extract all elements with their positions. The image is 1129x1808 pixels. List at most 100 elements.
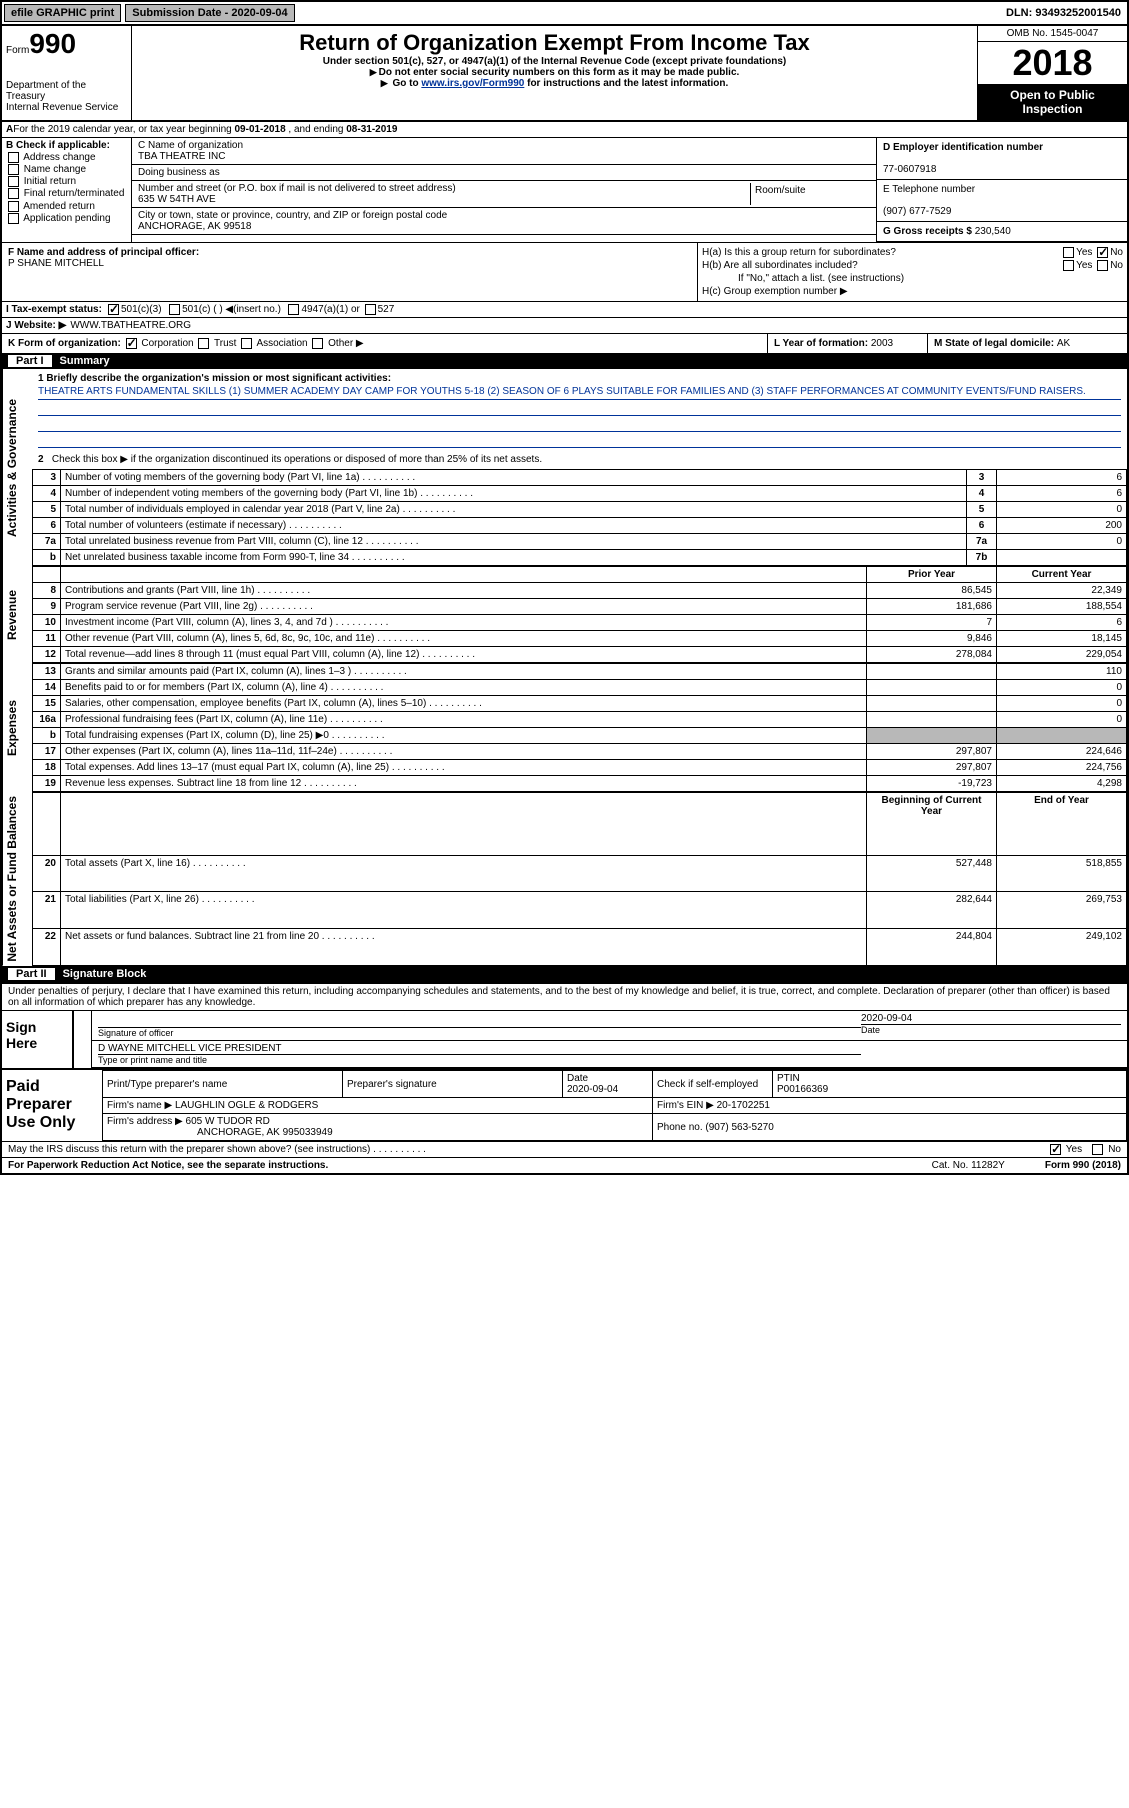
tel-cell: E Telephone number (907) 677-7529 bbox=[877, 180, 1127, 222]
table-row: 4Number of independent voting members of… bbox=[33, 486, 1127, 502]
firm-name: LAUGHLIN OGLE & RODGERS bbox=[175, 1100, 318, 1111]
tax-year: 2018 bbox=[978, 42, 1127, 84]
gross-receipts: 230,540 bbox=[975, 226, 1011, 237]
discuss-no[interactable] bbox=[1092, 1144, 1103, 1155]
gross-cell: G Gross receipts $ 230,540 bbox=[877, 222, 1127, 242]
discuss-yes[interactable] bbox=[1050, 1144, 1061, 1155]
tab-revenue: Revenue bbox=[2, 566, 32, 663]
discuss-row: May the IRS discuss this return with the… bbox=[2, 1141, 1127, 1157]
table-row: 22Net assets or fund balances. Subtract … bbox=[33, 929, 1127, 966]
part1-governance: Activities & Governance 1 Briefly descri… bbox=[2, 369, 1127, 566]
chk-amended[interactable]: Amended return bbox=[6, 201, 127, 212]
table-row: 10Investment income (Part VIII, column (… bbox=[33, 615, 1127, 631]
header-left: Form990 Department of the Treasury Inter… bbox=[2, 26, 132, 120]
chk-other[interactable] bbox=[312, 338, 323, 349]
chk-corp[interactable] bbox=[126, 338, 137, 349]
tab-netassets: Net Assets or Fund Balances bbox=[2, 792, 32, 966]
section-fh: F Name and address of principal officer:… bbox=[2, 242, 1127, 301]
submission-date-btn[interactable]: Submission Date - 2020-09-04 bbox=[125, 4, 294, 22]
chk-501c3[interactable] bbox=[108, 304, 119, 315]
part1-header: Part I Summary bbox=[2, 353, 1127, 369]
table-row: 19Revenue less expenses. Subtract line 1… bbox=[33, 776, 1127, 792]
chk-trust[interactable] bbox=[198, 338, 209, 349]
table-row: 20Total assets (Part X, line 16)527,4485… bbox=[33, 855, 1127, 892]
ptin: P00166369 bbox=[777, 1084, 828, 1095]
section-bcd: B Check if applicable: Address change Na… bbox=[2, 138, 1127, 242]
telephone: (907) 677-7529 bbox=[883, 206, 951, 217]
row-klm: K Form of organization: Corporation Trus… bbox=[2, 333, 1127, 353]
ein-cell: D Employer identification number 77-0607… bbox=[877, 138, 1127, 180]
submission-date: 2020-09-04 bbox=[231, 7, 287, 19]
table-row: bTotal fundraising expenses (Part IX, co… bbox=[33, 728, 1127, 744]
form-title: Return of Organization Exempt From Incom… bbox=[136, 30, 973, 56]
rev-table: Prior YearCurrent Year 8Contributions an… bbox=[32, 566, 1127, 663]
topbar: efile GRAPHIC print Submission Date - 20… bbox=[2, 2, 1127, 26]
col-d: D Employer identification number 77-0607… bbox=[877, 138, 1127, 242]
table-row: 13Grants and similar amounts paid (Part … bbox=[33, 664, 1127, 680]
org-name-cell: C Name of organization TBA THEATRE INC bbox=[132, 138, 876, 165]
exp-table: 13Grants and similar amounts paid (Part … bbox=[32, 663, 1127, 792]
omb-number: OMB No. 1545-0047 bbox=[978, 26, 1127, 42]
street: 635 W 54TH AVE bbox=[138, 194, 750, 205]
table-row: 15Salaries, other compensation, employee… bbox=[33, 696, 1127, 712]
chk-501c[interactable] bbox=[169, 304, 180, 315]
col-l: L Year of formation: 2003 bbox=[767, 334, 927, 353]
col-k: K Form of organization: Corporation Trus… bbox=[2, 334, 767, 353]
mission-text: THEATRE ARTS FUNDAMENTAL SKILLS (1) SUMM… bbox=[38, 386, 1121, 400]
table-row: 14Benefits paid to or for members (Part … bbox=[33, 680, 1127, 696]
dln: DLN: 93493252001540 bbox=[1000, 5, 1127, 21]
sign-here-grid: Sign Here Signature of officer 2020-09-0… bbox=[2, 1010, 1127, 1068]
signature-block: Under penalties of perjury, I declare th… bbox=[2, 982, 1127, 1157]
row-j: J Website: ▶ WWW.TBATHEATRE.ORG bbox=[2, 317, 1127, 333]
table-row: 3Number of voting members of the governi… bbox=[33, 470, 1127, 486]
col-b: B Check if applicable: Address change Na… bbox=[2, 138, 132, 242]
officer-name: P SHANE MITCHELL bbox=[8, 258, 104, 269]
ha-no[interactable] bbox=[1097, 247, 1108, 258]
chk-assoc[interactable] bbox=[241, 338, 252, 349]
table-row: 21Total liabilities (Part X, line 26)282… bbox=[33, 892, 1127, 929]
paid-preparer-grid: Paid Preparer Use Only Print/Type prepar… bbox=[2, 1068, 1127, 1141]
header-sub3: Go to www.irs.gov/Form990 for instructio… bbox=[136, 78, 973, 89]
table-row: 8Contributions and grants (Part VIII, li… bbox=[33, 583, 1127, 599]
hb-yes[interactable] bbox=[1063, 260, 1074, 271]
part1-netassets: Net Assets or Fund Balances Beginning of… bbox=[2, 792, 1127, 966]
efile-btn[interactable]: efile GRAPHIC print bbox=[4, 4, 121, 22]
gov-table: 3Number of voting members of the governi… bbox=[32, 469, 1127, 566]
chk-527[interactable] bbox=[365, 304, 376, 315]
mission-block: 1 Briefly describe the organization's mi… bbox=[32, 369, 1127, 469]
footer: For Paperwork Reduction Act Notice, see … bbox=[2, 1157, 1127, 1173]
chk-application[interactable]: Application pending bbox=[6, 213, 127, 224]
table-row: 6Total number of volunteers (estimate if… bbox=[33, 518, 1127, 534]
hb-no[interactable] bbox=[1097, 260, 1108, 271]
col-f: F Name and address of principal officer:… bbox=[2, 243, 697, 301]
table-row: bNet unrelated business taxable income f… bbox=[33, 550, 1127, 566]
open-to-public: Open to Public Inspection bbox=[978, 84, 1127, 120]
part2-header: Part II Signature Block bbox=[2, 966, 1127, 982]
form990-link[interactable]: www.irs.gov/Form990 bbox=[421, 78, 524, 89]
table-row: 7aTotal unrelated business revenue from … bbox=[33, 534, 1127, 550]
col-h: H(a) Is this a group return for subordin… bbox=[697, 243, 1127, 301]
chk-initial[interactable]: Initial return bbox=[6, 176, 127, 187]
dba-cell: Doing business as bbox=[132, 165, 876, 181]
table-row: 5Total number of individuals employed in… bbox=[33, 502, 1127, 518]
chk-final[interactable]: Final return/terminated bbox=[6, 188, 127, 199]
perjury-declaration: Under penalties of perjury, I declare th… bbox=[2, 982, 1127, 1010]
col-c: C Name of organization TBA THEATRE INC D… bbox=[132, 138, 877, 242]
street-cell: Number and street (or P.O. box if mail i… bbox=[132, 181, 876, 208]
header-mid: Return of Organization Exempt From Incom… bbox=[132, 26, 977, 120]
org-name: TBA THEATRE INC bbox=[138, 151, 870, 162]
chk-name[interactable]: Name change bbox=[6, 164, 127, 175]
ha-yes[interactable] bbox=[1063, 247, 1074, 258]
city-cell: City or town, state or province, country… bbox=[132, 208, 876, 235]
chk-4947[interactable] bbox=[288, 304, 299, 315]
city: ANCHORAGE, AK 99518 bbox=[138, 221, 870, 232]
row-a: AFor the 2019 calendar year, or tax year… bbox=[2, 122, 1127, 138]
table-row: 18Total expenses. Add lines 13–17 (must … bbox=[33, 760, 1127, 776]
header-sub2: Do not enter social security numbers on … bbox=[136, 67, 973, 78]
part1-revenue: Revenue Prior YearCurrent Year 8Contribu… bbox=[2, 566, 1127, 663]
preparer-table: Print/Type preparer's name Preparer's si… bbox=[102, 1070, 1127, 1141]
ein: 77-0607918 bbox=[883, 164, 936, 175]
part1-expenses: Expenses 13Grants and similar amounts pa… bbox=[2, 663, 1127, 792]
form-number: 990 bbox=[29, 28, 76, 59]
chk-address[interactable]: Address change bbox=[6, 152, 127, 163]
